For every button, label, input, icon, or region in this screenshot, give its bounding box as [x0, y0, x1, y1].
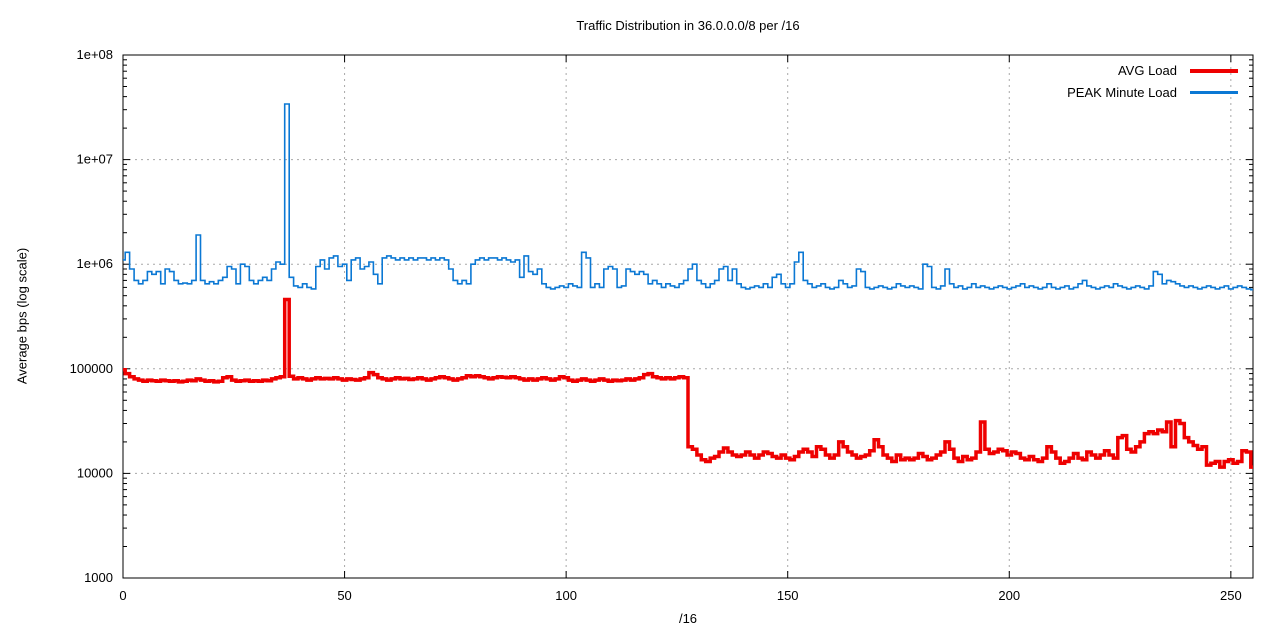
legend-line-sample: [1190, 91, 1238, 94]
legend: AVG Load PEAK Minute Load: [1067, 62, 1238, 101]
series-path-peak-minute-load: [123, 103, 1253, 291]
legend-label: AVG Load: [1117, 63, 1177, 78]
x-tick-label: 200: [998, 588, 1020, 603]
legend-line-sample: [1190, 68, 1238, 73]
y-tick-label: 10000: [77, 465, 113, 480]
y-tick-label: 1e+07: [76, 152, 113, 167]
x-tick-label: 0: [119, 588, 126, 603]
x-tick-label: 50: [337, 588, 351, 603]
y-tick-label: 1000: [84, 570, 113, 585]
series-path-avg-load: [123, 297, 1253, 469]
x-tick-label: 250: [1220, 588, 1242, 603]
x-tick-label: 150: [777, 588, 799, 603]
plot-border: [122, 54, 1254, 579]
y-tick-label: 1e+08: [76, 47, 113, 62]
legend-label: PEAK Minute Load: [1067, 85, 1177, 100]
x-axis-label: /16: [678, 611, 698, 626]
chart-title: Traffic Distribution in 36.0.0.0/8 per /…: [576, 18, 800, 33]
y-tick-label: 100000: [70, 361, 113, 376]
x-tick-label: 100: [555, 588, 577, 603]
y-axis-label: Average bps (log scale): [14, 247, 30, 385]
y-tick-label: 1e+06: [76, 256, 113, 271]
legend-row: PEAK Minute Load: [1067, 84, 1238, 101]
legend-row: AVG Load: [1118, 62, 1238, 79]
